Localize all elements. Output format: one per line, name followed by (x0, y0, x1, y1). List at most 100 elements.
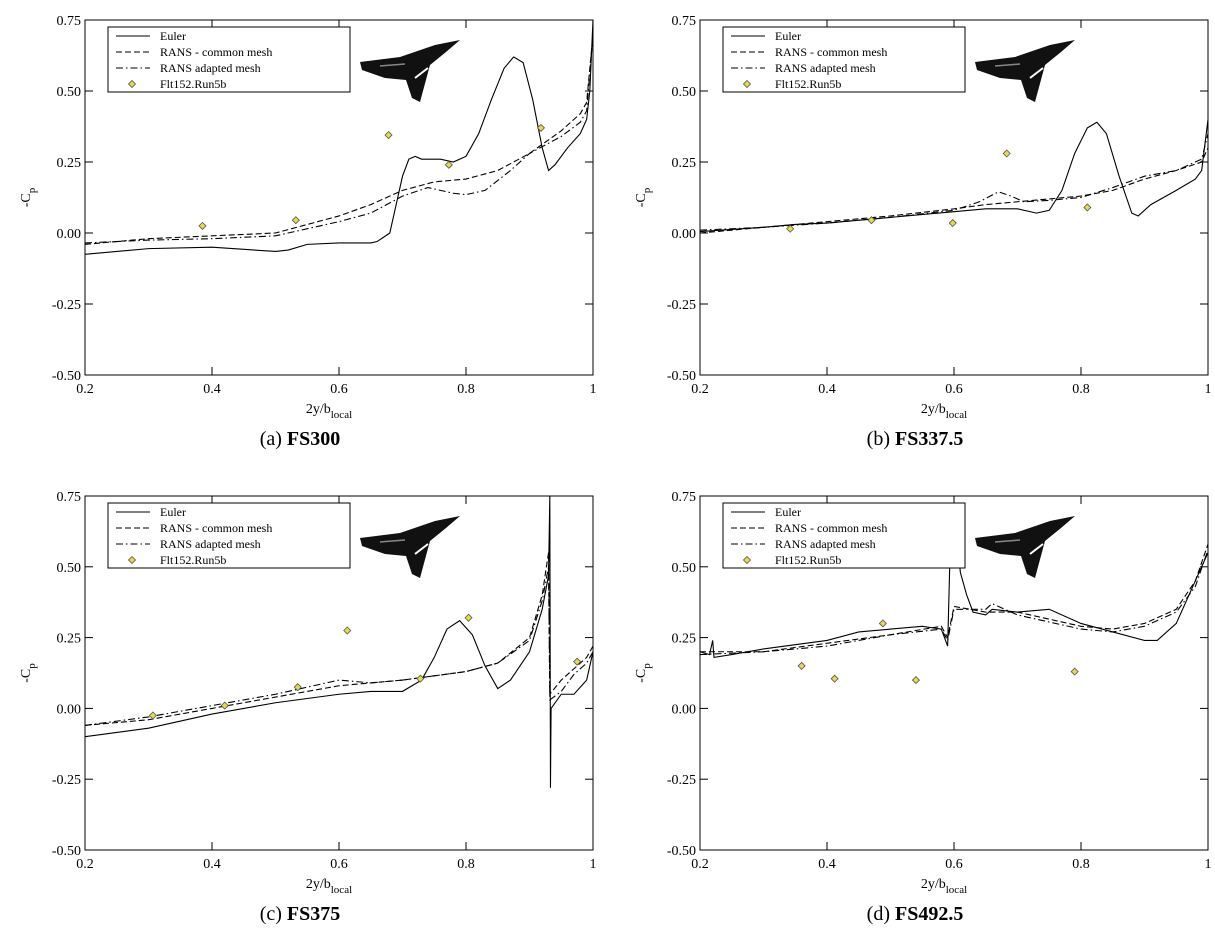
marker (464, 613, 473, 622)
series-line (84, 34, 594, 245)
legend-box (107, 26, 351, 93)
y-axis-label-main: -C (19, 669, 34, 683)
x-tick-label: 1 (590, 857, 597, 872)
x-tick-label: 1 (1205, 382, 1212, 397)
legend-label: RANS adapted mesh (775, 61, 876, 75)
panel: -0.50 -0.25 0.00 0.25 0.50 0.75 0.2 0.4 0.6 0.8 1 2… (634, 490, 1212, 925)
x-axis-label-main: 2y/b (921, 877, 946, 892)
series-line (84, 34, 594, 244)
y-axis-label-sub: p (26, 663, 38, 669)
x-axis-label-sub: local (946, 409, 967, 421)
x-tick-label: 0.2 (691, 382, 709, 397)
x-tick-label: 0.6 (330, 382, 348, 397)
legend-label: Euler (160, 505, 186, 519)
aircraft-icon (359, 515, 461, 579)
x-tick-label: 0.2 (76, 382, 94, 397)
y-axis-label-main: -C (634, 193, 649, 207)
series-line (699, 549, 1209, 656)
marker (911, 676, 920, 685)
x-tick-label: 0.6 (330, 857, 348, 872)
caption: (d) FS492.5 (867, 903, 964, 925)
caption-label: (b) (867, 428, 890, 450)
legend-label: RANS adapted mesh (160, 61, 261, 75)
y-tick-label: 0.25 (57, 156, 82, 171)
caption-title: FS300 (287, 428, 340, 450)
legend-label: Flt152.Run5b (160, 77, 226, 91)
x-axis-label: 2y/blocal (921, 877, 967, 896)
legend-label: Flt152.Run5b (160, 553, 226, 567)
y-tick-label: 0.25 (672, 156, 697, 171)
legend-label: RANS - common mesh (160, 45, 272, 59)
marker (948, 218, 957, 228)
y-tick-label: -0.25 (52, 298, 81, 313)
x-tick-label: 1 (590, 382, 597, 397)
marker (220, 701, 229, 710)
legend-label: Flt152.Run5b (775, 77, 841, 91)
x-tick-label: 0.4 (818, 382, 836, 397)
y-tick-label: -0.25 (667, 773, 696, 788)
legend-label: Euler (160, 29, 186, 43)
y-tick-label: 0.50 (57, 561, 82, 576)
caption-title: FS337.5 (895, 428, 963, 450)
marker (797, 661, 806, 670)
series-line (84, 495, 594, 788)
x-tick-label: 0.2 (76, 857, 94, 872)
y-axis-label-sub: p (641, 187, 653, 193)
x-axis-label-main: 2y/b (306, 402, 331, 417)
legend-label: RANS - common mesh (775, 45, 887, 59)
marker (573, 657, 582, 666)
y-tick-label: -0.50 (52, 369, 81, 384)
y-tick-label: 0.75 (672, 490, 697, 505)
series-line (84, 552, 594, 726)
legend-box (107, 502, 351, 569)
y-tick-label: 0.50 (672, 561, 697, 576)
marker (444, 160, 453, 169)
caption: (a) FS300 (260, 428, 341, 450)
x-tick-label: 0.8 (1072, 857, 1090, 872)
marker (878, 619, 887, 628)
marker (1002, 149, 1011, 158)
marker (343, 626, 352, 635)
x-tick-label: 0.8 (457, 382, 475, 397)
legend-box (722, 502, 966, 569)
y-tick-label: 0.50 (672, 85, 697, 100)
aircraft-icon (974, 515, 1076, 579)
panel: -0.50 -0.25 0.00 0.25 0.50 0.75 0.2 0.4 0.6 0.8 1 2… (19, 490, 597, 925)
legend-box (722, 26, 966, 93)
series-line (699, 133, 1209, 231)
y-tick-label: -0.50 (52, 844, 81, 859)
y-axis-label: -Cp (634, 187, 653, 207)
series-line (84, 566, 594, 726)
x-tick-label: 0.8 (1072, 382, 1090, 397)
y-tick-label: -0.50 (667, 369, 696, 384)
panel: -0.50 -0.25 0.00 0.25 0.50 0.75 0.2 0.4 0.6 0.8 1 2… (19, 14, 597, 450)
panel: -0.50 -0.25 0.00 0.25 0.50 0.75 0.2 0.4 0.6 0.8 1 2… (634, 14, 1212, 450)
legend-label: Euler (775, 29, 801, 43)
marker (198, 221, 207, 230)
y-tick-label: 0.00 (672, 702, 697, 717)
y-tick-label: 0.75 (57, 14, 82, 29)
y-tick-label: 0.75 (672, 14, 697, 29)
marker (1083, 203, 1092, 212)
marker (127, 555, 137, 565)
marker (536, 123, 545, 132)
x-tick-label: 0.2 (691, 857, 709, 872)
y-axis-label-main: -C (19, 193, 34, 207)
legend-label: RANS - common mesh (775, 521, 887, 535)
marker (127, 79, 137, 89)
x-axis-label: 2y/blocal (306, 402, 352, 421)
marker (384, 130, 393, 140)
series-line (700, 543, 1209, 653)
legend-label: Euler (775, 505, 801, 519)
y-axis-label: -Cp (19, 663, 38, 683)
y-tick-label: 0.00 (57, 702, 82, 717)
series-line (699, 147, 1209, 234)
caption-label: (c) (260, 903, 282, 925)
caption: (c) FS375 (260, 903, 341, 925)
legend-label: RANS adapted mesh (775, 537, 876, 551)
marker (1070, 667, 1079, 676)
marker (148, 711, 158, 720)
y-tick-label: 0.50 (57, 85, 82, 100)
x-axis-label-sub: local (946, 884, 967, 896)
